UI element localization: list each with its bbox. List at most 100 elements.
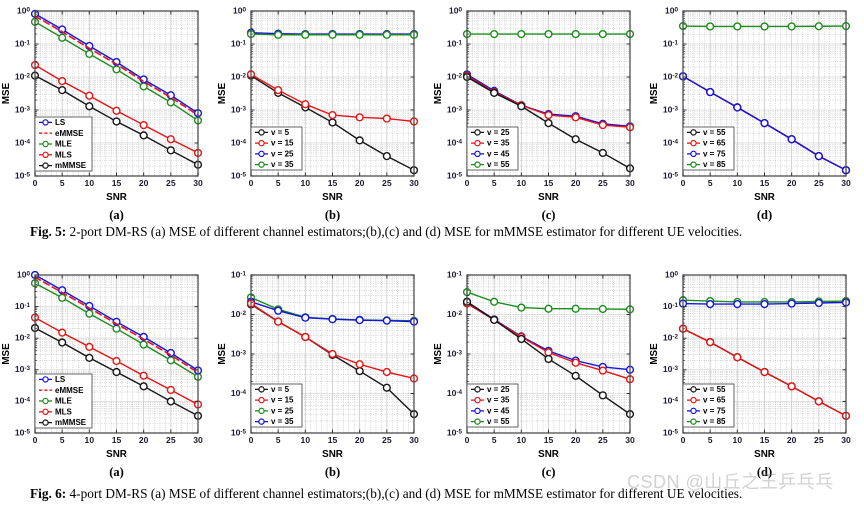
svg-text:MLE: MLE (55, 397, 73, 406)
svg-text:v = 25: v = 25 (487, 128, 510, 137)
svg-text:10: 10 (85, 435, 95, 445)
svg-text:30: 30 (409, 178, 419, 188)
svg-text:15: 15 (544, 435, 554, 445)
svg-text:20: 20 (139, 178, 149, 188)
svg-text:15: 15 (112, 435, 122, 445)
svg-text:30: 30 (841, 178, 851, 188)
svg-text:SNR: SNR (106, 192, 127, 202)
svg-text:0: 0 (33, 178, 38, 188)
svg-text:v = 65: v = 65 (703, 139, 726, 148)
svg-text:v = 55: v = 55 (703, 385, 726, 394)
svg-text:MSE: MSE (217, 343, 228, 365)
svg-text:5: 5 (60, 435, 65, 445)
svg-text:25: 25 (598, 435, 608, 445)
svg-text:5: 5 (276, 178, 281, 188)
svg-text:0: 0 (249, 435, 254, 445)
svg-text:5: 5 (708, 178, 713, 188)
svg-text:v = 25: v = 25 (271, 149, 294, 158)
svg-text:v = 55: v = 55 (703, 128, 726, 137)
svg-text:v = 75: v = 75 (703, 149, 726, 158)
svg-text:SNR: SNR (538, 192, 559, 202)
svg-text:MSE: MSE (1, 82, 12, 104)
svg-text:mMMSE: mMMSE (55, 418, 87, 427)
svg-text:30: 30 (625, 178, 635, 188)
svg-text:10: 10 (517, 435, 527, 445)
svg-text:0: 0 (465, 435, 470, 445)
svg-text:MSE: MSE (217, 82, 228, 104)
svg-text:25: 25 (814, 435, 824, 445)
svg-text:MLE: MLE (55, 140, 73, 149)
svg-text:10: 10 (85, 178, 95, 188)
svg-text:0: 0 (33, 435, 38, 445)
svg-text:MSE: MSE (649, 82, 660, 104)
svg-text:v = 85: v = 85 (703, 160, 726, 169)
svg-text:SNR: SNR (322, 192, 343, 202)
svg-text:10: 10 (517, 178, 527, 188)
svg-text:20: 20 (355, 178, 365, 188)
svg-text:eMMSE: eMMSE (55, 386, 84, 395)
svg-text:v = 5: v = 5 (271, 128, 290, 137)
svg-text:25: 25 (598, 178, 608, 188)
svg-text:15: 15 (328, 435, 338, 445)
svg-text:25: 25 (382, 178, 392, 188)
svg-text:0: 0 (681, 178, 686, 188)
svg-text:SNR: SNR (106, 449, 127, 459)
svg-text:5: 5 (276, 435, 281, 445)
svg-text:10: 10 (733, 435, 743, 445)
svg-text:MSE: MSE (433, 343, 444, 365)
svg-text:v = 65: v = 65 (703, 396, 726, 405)
svg-text:20: 20 (787, 435, 797, 445)
svg-text:v = 55: v = 55 (487, 160, 510, 169)
svg-text:5: 5 (708, 435, 713, 445)
svg-text:MLS: MLS (55, 150, 73, 159)
svg-text:30: 30 (841, 435, 851, 445)
svg-text:v = 85: v = 85 (703, 417, 726, 426)
svg-text:0: 0 (465, 178, 470, 188)
svg-text:5: 5 (492, 178, 497, 188)
svg-text:v = 35: v = 35 (271, 160, 294, 169)
svg-text:25: 25 (166, 435, 176, 445)
svg-text:20: 20 (139, 435, 149, 445)
svg-text:15: 15 (544, 178, 554, 188)
svg-text:v = 35: v = 35 (487, 396, 510, 405)
svg-text:5: 5 (60, 178, 65, 188)
svg-text:25: 25 (382, 435, 392, 445)
svg-text:v = 35: v = 35 (271, 417, 294, 426)
svg-text:SNR: SNR (538, 449, 559, 459)
svg-text:30: 30 (409, 435, 419, 445)
svg-text:v = 55: v = 55 (487, 417, 510, 426)
svg-text:v = 5: v = 5 (271, 385, 290, 394)
svg-text:10: 10 (301, 178, 311, 188)
svg-text:v = 25: v = 25 (487, 385, 510, 394)
svg-text:20: 20 (355, 435, 365, 445)
svg-text:mMMSE: mMMSE (55, 161, 87, 170)
svg-text:MSE: MSE (649, 343, 660, 365)
svg-text:eMMSE: eMMSE (55, 129, 84, 138)
svg-text:20: 20 (787, 178, 797, 188)
svg-text:20: 20 (571, 435, 581, 445)
svg-text:25: 25 (814, 178, 824, 188)
svg-text:v = 35: v = 35 (487, 139, 510, 148)
svg-text:MLS: MLS (55, 407, 73, 416)
svg-text:20: 20 (571, 178, 581, 188)
svg-text:15: 15 (760, 178, 770, 188)
svg-text:LS: LS (55, 118, 66, 127)
svg-text:MSE: MSE (1, 343, 12, 365)
svg-text:0: 0 (681, 435, 686, 445)
svg-text:15: 15 (112, 178, 122, 188)
svg-text:30: 30 (625, 435, 635, 445)
svg-text:SNR: SNR (754, 192, 775, 202)
svg-text:15: 15 (760, 435, 770, 445)
svg-text:15: 15 (328, 178, 338, 188)
svg-text:10: 10 (733, 178, 743, 188)
svg-text:5: 5 (492, 435, 497, 445)
svg-text:0: 0 (249, 178, 254, 188)
svg-text:v = 45: v = 45 (487, 149, 510, 158)
svg-text:v = 75: v = 75 (703, 406, 726, 415)
svg-text:25: 25 (166, 178, 176, 188)
svg-text:v = 25: v = 25 (271, 406, 294, 415)
svg-text:SNR: SNR (322, 449, 343, 459)
svg-text:v = 15: v = 15 (271, 396, 294, 405)
svg-text:SNR: SNR (754, 449, 775, 459)
svg-text:30: 30 (193, 178, 203, 188)
